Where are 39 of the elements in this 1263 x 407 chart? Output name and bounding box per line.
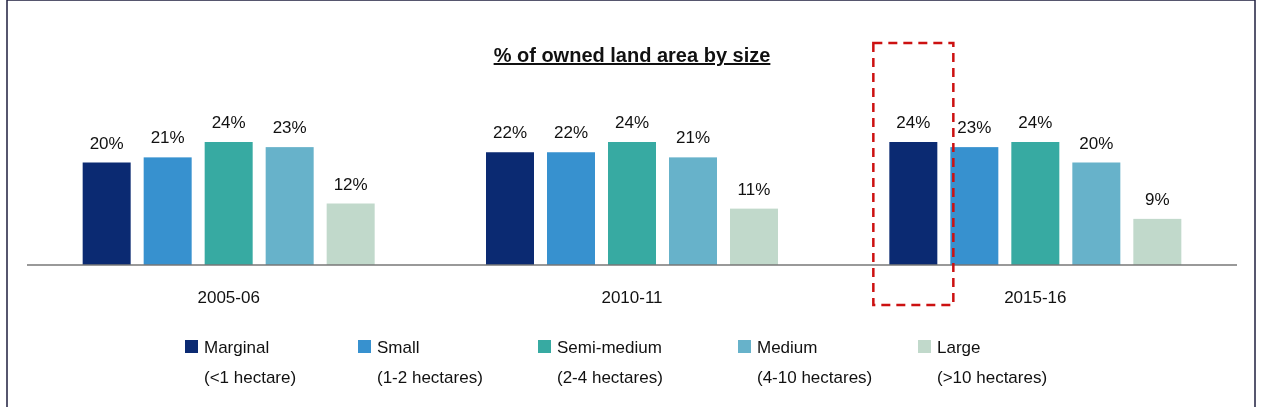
bar [486,152,534,265]
bar [265,147,314,265]
data-label: 23% [957,118,992,138]
data-label: 20% [1079,133,1114,153]
data-label: 24% [1018,113,1053,132]
data-label: 21% [150,128,185,148]
bar [730,208,778,265]
data-label: 12% [333,174,368,194]
bar [1133,218,1182,265]
x-tick-label: 2015-16 [1004,288,1067,307]
data-label: 21% [675,128,711,148]
data-label: 22% [553,123,589,143]
data-label: 22% [492,123,528,143]
legend-label: Small (1-2 hectares) [377,338,483,387]
bar [608,142,656,265]
chart-title: % of owned land area by size [493,44,771,66]
bar [82,162,131,265]
bar [547,152,595,265]
x-tick-label: 2005-06 [197,288,260,307]
bar [326,203,375,265]
bar [1011,142,1060,265]
bar [143,157,192,265]
data-label: 23% [272,118,307,138]
x-tick-label: 2010-11 [601,288,663,307]
bar [204,142,253,265]
bar [669,157,717,265]
legend-label: Marginal (<1 hectare) [204,338,297,387]
bar [1072,162,1121,265]
bar [950,147,999,265]
data-label: 24% [896,113,931,132]
legend-label: Medium (4-10 hectares) [757,338,873,387]
data-label: 9% [1145,189,1170,209]
legend-label: Semi-medium (2-4 hectares) [557,338,663,387]
data-label: 24% [614,113,650,132]
bar [889,142,938,265]
legend-label: Large (>10 hectares) [937,338,1048,387]
data-label: 11% [737,179,771,199]
data-label: 24% [211,113,246,132]
data-label: 20% [89,133,124,153]
